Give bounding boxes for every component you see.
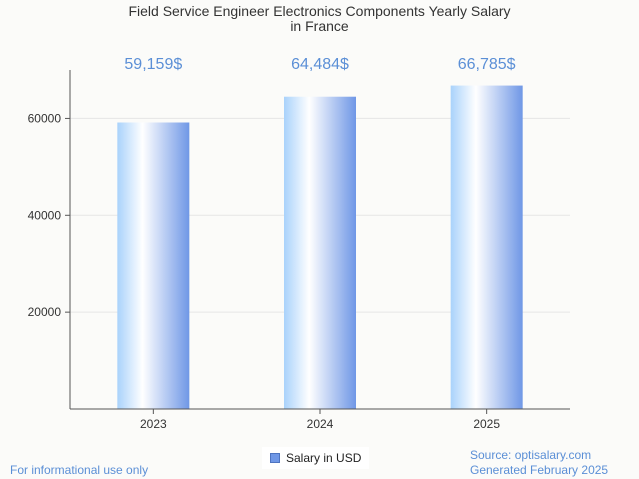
bar — [117, 122, 190, 410]
x-tick-label: 2025 — [473, 417, 500, 431]
source-info: Source: optisalary.com Generated Februar… — [470, 448, 608, 478]
legend-label: Salary in USD — [286, 451, 362, 465]
x-tick-label: 2023 — [140, 417, 167, 431]
bars — [117, 85, 523, 410]
data-label: 59,159$ — [124, 56, 182, 73]
chart-title-line-2: in France — [290, 18, 349, 34]
y-tick-label: 60000 — [28, 111, 62, 125]
axes — [65, 70, 570, 414]
bar — [284, 96, 356, 410]
data-label: 64,484$ — [291, 56, 349, 73]
bar — [450, 85, 523, 409]
data-label: 66,785$ — [458, 56, 516, 73]
generated-text: Generated February 2025 — [470, 463, 609, 477]
x-tick-label: 2024 — [307, 417, 334, 431]
y-tick-label: 20000 — [28, 305, 62, 319]
legend-swatch — [270, 453, 280, 463]
chart-title: Field Service Engineer Electronics Compo… — [0, 4, 639, 34]
y-tick-label: 40000 — [28, 208, 62, 222]
legend: Salary in USD — [262, 447, 370, 469]
source-text: Source: optisalary.com — [470, 448, 592, 462]
disclaimer-text: For informational use only — [10, 463, 149, 477]
chart-title-line-1: Field Service Engineer Electronics Compo… — [128, 3, 511, 19]
labels: 20000 40000 60000 59,159$ 2023 64,484$ 2024 66,… — [28, 56, 516, 431]
